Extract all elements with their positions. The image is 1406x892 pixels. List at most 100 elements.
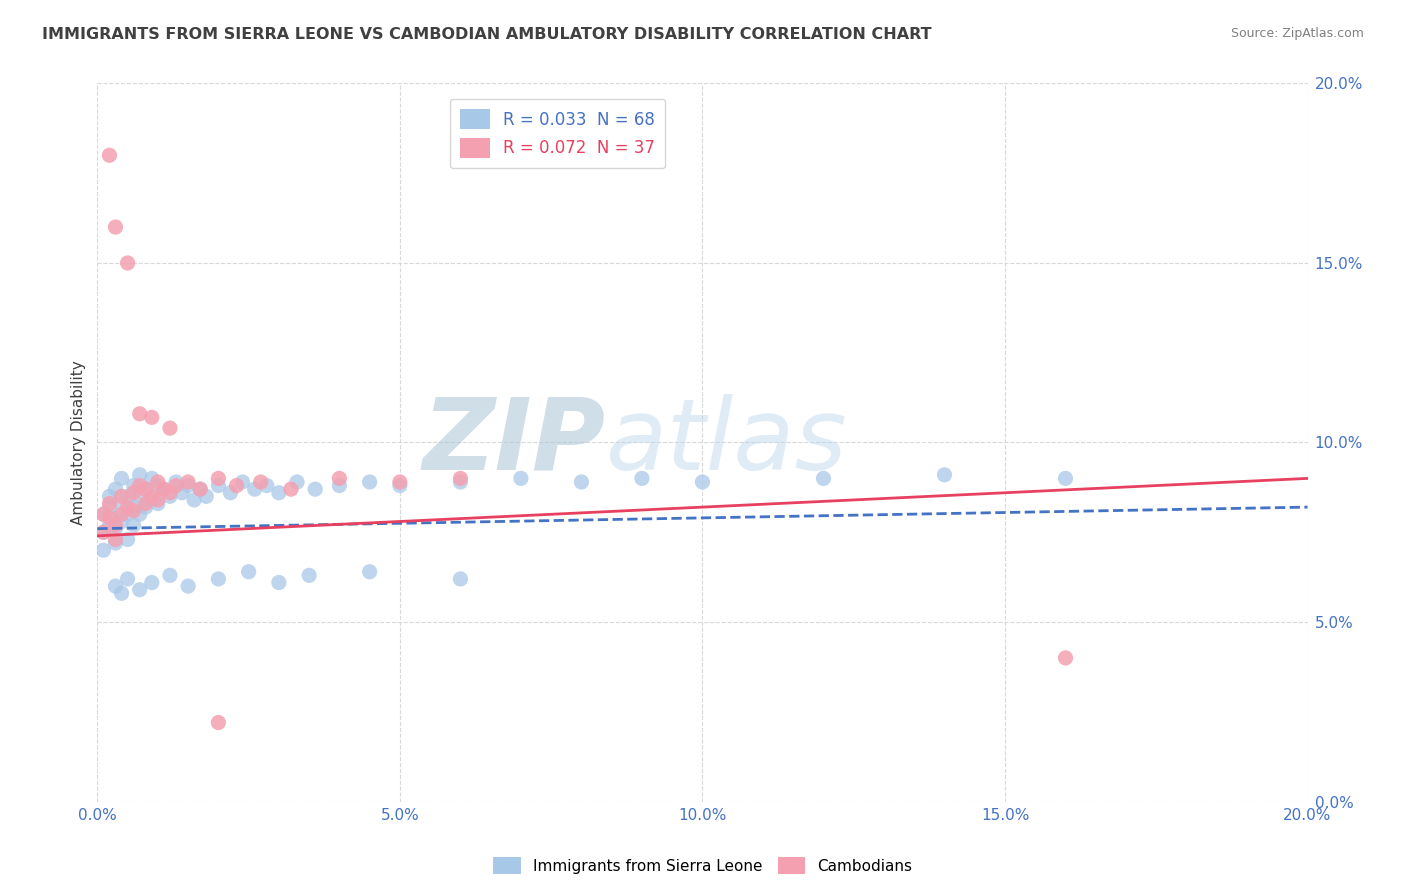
- Point: [128, 508, 150, 522]
- Point: [146, 492, 169, 507]
- Point: [104, 533, 127, 547]
- Text: ZIP: ZIP: [423, 394, 606, 491]
- Point: [98, 489, 121, 503]
- Point: [267, 575, 290, 590]
- Point: [122, 500, 145, 515]
- Point: [207, 471, 229, 485]
- Point: [207, 478, 229, 492]
- Point: [225, 478, 247, 492]
- Point: [110, 515, 132, 529]
- Point: [177, 579, 200, 593]
- Point: [117, 489, 139, 503]
- Point: [188, 482, 211, 496]
- Point: [256, 478, 278, 492]
- Point: [122, 485, 145, 500]
- Point: [135, 482, 157, 496]
- Y-axis label: Ambulatory Disability: Ambulatory Disability: [72, 360, 86, 524]
- Point: [93, 508, 115, 522]
- Point: [93, 508, 115, 522]
- Point: [135, 482, 157, 496]
- Point: [141, 471, 163, 485]
- Point: [117, 533, 139, 547]
- Point: [328, 478, 350, 492]
- Point: [104, 522, 127, 536]
- Point: [141, 489, 163, 503]
- Point: [298, 568, 321, 582]
- Point: [934, 467, 956, 482]
- Point: [285, 475, 308, 489]
- Point: [104, 482, 127, 496]
- Point: [104, 220, 127, 235]
- Point: [110, 489, 132, 503]
- Point: [280, 482, 302, 496]
- Point: [110, 508, 132, 522]
- Point: [110, 471, 132, 485]
- Point: [359, 475, 381, 489]
- Point: [165, 475, 187, 489]
- Point: [359, 565, 381, 579]
- Point: [93, 525, 115, 540]
- Point: [232, 475, 254, 489]
- Point: [449, 471, 471, 485]
- Point: [122, 478, 145, 492]
- Point: [141, 410, 163, 425]
- Point: [117, 256, 139, 270]
- Text: atlas: atlas: [606, 394, 848, 491]
- Point: [117, 508, 139, 522]
- Point: [98, 148, 121, 162]
- Point: [128, 467, 150, 482]
- Point: [117, 500, 139, 515]
- Point: [104, 536, 127, 550]
- Point: [141, 575, 163, 590]
- Text: Source: ZipAtlas.com: Source: ZipAtlas.com: [1230, 27, 1364, 40]
- Point: [128, 478, 150, 492]
- Point: [98, 518, 121, 533]
- Point: [98, 500, 121, 515]
- Point: [104, 511, 127, 525]
- Point: [238, 565, 260, 579]
- Point: [304, 482, 326, 496]
- Point: [219, 485, 242, 500]
- Point: [93, 525, 115, 540]
- Point: [177, 478, 200, 492]
- Point: [249, 475, 271, 489]
- Point: [146, 478, 169, 492]
- Point: [1054, 471, 1077, 485]
- Point: [122, 518, 145, 533]
- Point: [122, 504, 145, 518]
- Legend: Immigrants from Sierra Leone, Cambodians: Immigrants from Sierra Leone, Cambodians: [488, 851, 918, 880]
- Point: [1054, 651, 1077, 665]
- Point: [449, 475, 471, 489]
- Point: [98, 496, 121, 510]
- Point: [110, 586, 132, 600]
- Point: [146, 496, 169, 510]
- Point: [135, 500, 157, 515]
- Point: [188, 482, 211, 496]
- Point: [146, 475, 169, 489]
- Point: [159, 421, 181, 435]
- Text: IMMIGRANTS FROM SIERRA LEONE VS CAMBODIAN AMBULATORY DISABILITY CORRELATION CHAR: IMMIGRANTS FROM SIERRA LEONE VS CAMBODIA…: [42, 27, 932, 42]
- Point: [692, 475, 714, 489]
- Point: [207, 715, 229, 730]
- Point: [813, 471, 835, 485]
- Point: [159, 568, 181, 582]
- Point: [328, 471, 350, 485]
- Point: [128, 582, 150, 597]
- Point: [183, 492, 205, 507]
- Point: [104, 518, 127, 533]
- Point: [267, 485, 290, 500]
- Point: [153, 482, 176, 496]
- Legend: R = 0.033  N = 68, R = 0.072  N = 37: R = 0.033 N = 68, R = 0.072 N = 37: [450, 99, 665, 168]
- Point: [449, 572, 471, 586]
- Point: [104, 579, 127, 593]
- Point: [141, 492, 163, 507]
- Point: [159, 489, 181, 503]
- Point: [165, 478, 187, 492]
- Point: [631, 471, 654, 485]
- Point: [170, 485, 193, 500]
- Point: [128, 407, 150, 421]
- Point: [207, 572, 229, 586]
- Point: [388, 475, 411, 489]
- Point: [153, 482, 176, 496]
- Point: [135, 496, 157, 510]
